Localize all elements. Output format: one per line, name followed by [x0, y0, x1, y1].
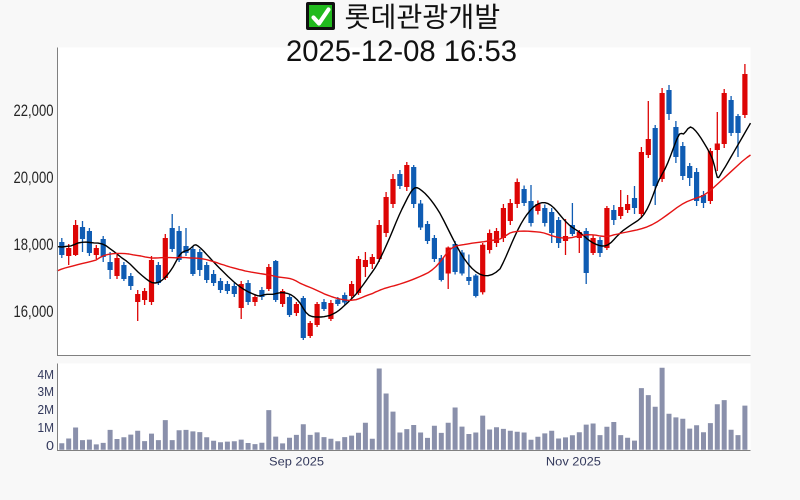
svg-text:4M: 4M	[38, 367, 55, 382]
svg-text:Sep 2025: Sep 2025	[269, 455, 324, 469]
svg-text:16,000: 16,000	[14, 303, 54, 321]
svg-text:0: 0	[46, 438, 54, 453]
svg-text:20,000: 20,000	[14, 169, 54, 187]
svg-text:22,000: 22,000	[14, 102, 54, 120]
svg-text:3M: 3M	[38, 384, 55, 399]
svg-text:2025-12-08 16:53: 2025-12-08 16:53	[286, 35, 517, 68]
svg-text:1M: 1M	[38, 420, 55, 435]
svg-text:2M: 2M	[38, 402, 55, 417]
svg-text:18,000: 18,000	[14, 236, 54, 254]
svg-text:Nov 2025: Nov 2025	[546, 455, 601, 469]
